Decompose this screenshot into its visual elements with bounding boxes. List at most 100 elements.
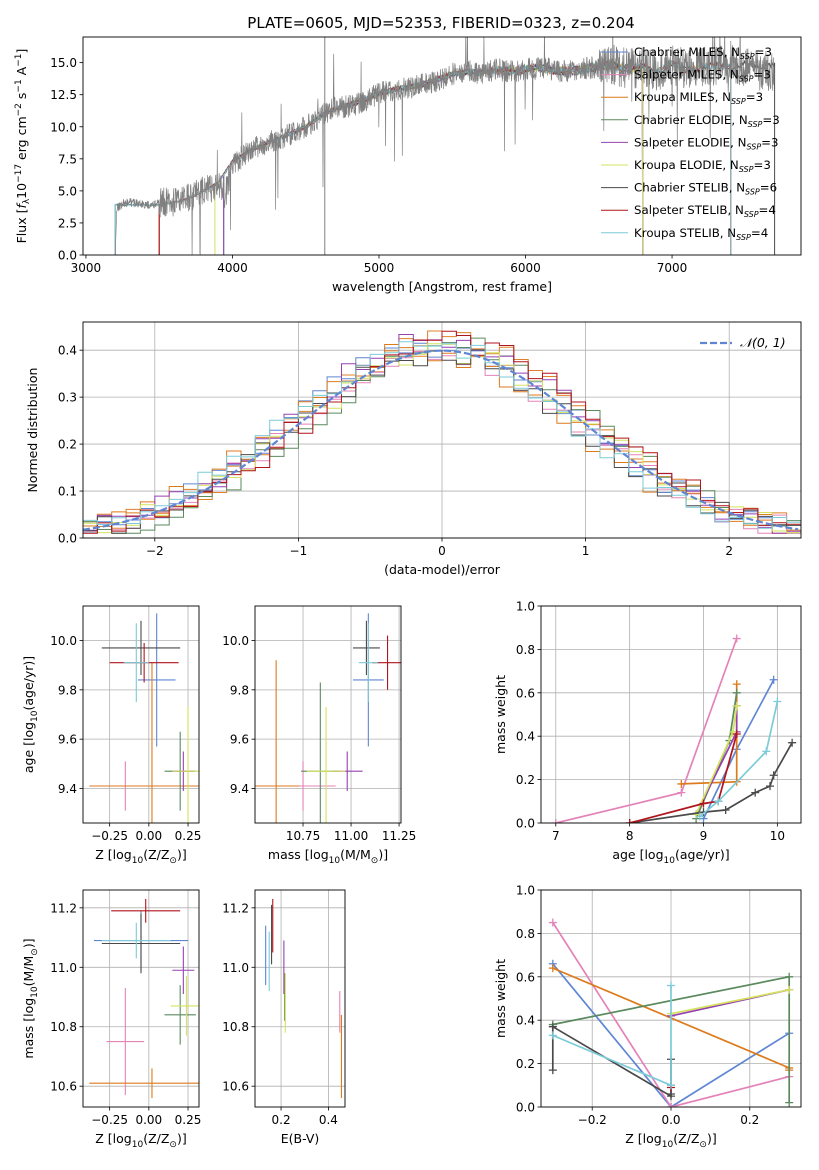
weight-line <box>629 733 738 823</box>
axes-frame <box>82 605 200 824</box>
legend-entry: Kroupa STELIB, NSSP=4 <box>634 226 768 242</box>
weight-marker <box>785 972 794 981</box>
x-tick-label: 4000 <box>217 261 248 275</box>
y-tick-label: 10.0 <box>50 120 77 134</box>
x-tick-label: 3000 <box>71 261 102 275</box>
axis-ticks: 7 8 9 10 0.0 0.2 0.4 0.6 0.8 1.0 <box>516 600 785 844</box>
weight-marker <box>551 819 560 823</box>
x-tick-label: 0 <box>438 544 446 558</box>
x-tick-label: 5000 <box>364 261 395 275</box>
y-tick-label: 10.6 <box>222 1080 249 1094</box>
residuals-panel: −2 −1 0 1 2 0.0 0.1 0.2 0.3 0.4 (data-model)/error… <box>25 321 802 577</box>
y-tick-label: 1.0 <box>516 884 535 898</box>
x-tick-label: −0.25 <box>91 1113 128 1127</box>
weight-marker <box>667 1081 675 1090</box>
x-tick-label: 10.75 <box>286 829 320 843</box>
errorbar-point <box>111 898 181 923</box>
weight-marker <box>785 985 794 994</box>
axes-frame <box>82 36 802 256</box>
model-spectrum-line <box>223 61 644 255</box>
y-tick-label: 12.5 <box>50 88 77 102</box>
normal-curve <box>83 349 799 531</box>
legend: 𝒩(0, 1) <box>700 335 786 350</box>
y-tick-label: 0.4 <box>516 1014 535 1028</box>
y-axis-label: age [log10​(age/yr)] <box>21 656 40 773</box>
x-axis-label: age [log10​(age/yr)] <box>612 847 729 866</box>
model-spectrum-line <box>223 61 644 255</box>
histogram-series <box>83 330 801 534</box>
plot-area <box>548 918 794 1107</box>
weight-marker <box>677 779 686 788</box>
x-tick-label: 11.00 <box>334 829 368 843</box>
x-tick-label: 7000 <box>657 261 688 275</box>
weight-series <box>551 634 741 823</box>
age-vs-mass-panel: 10.75 11.00 11.25 9.4 9.6 9.8 10.0 mass [log10​… <box>222 605 416 866</box>
mass-vs-ebv-panel: 0.2 0.4 10.6 10.8 11.0 11.2 E(B-V) <box>222 889 346 1146</box>
weight-marker <box>762 747 771 756</box>
x-tick-label: −0.25 <box>91 829 128 843</box>
legend-entry: Salpeter STELIB, NSSP=4 <box>634 203 776 219</box>
y-axis-label: Flux [fλ10−17 erg cm−2 s−1 A−1] <box>14 49 32 244</box>
weight-marker <box>732 688 741 697</box>
errorbar-point <box>123 623 149 703</box>
errorbar-point <box>170 976 199 1036</box>
y-tick-label: 10.6 <box>50 1080 77 1094</box>
axis-ticks: 3000 4000 5000 6000 7000 0.0 2.5 5.0 7.5 10.0 12.5… <box>50 56 687 275</box>
y-axis-label: mass [log10​(M/M⊙​)] <box>21 938 40 1058</box>
legend-entry: Chabrier ELODIE, NSSP=3 <box>634 113 780 129</box>
axes-frame <box>540 605 802 824</box>
weight-series <box>695 697 782 821</box>
x-tick-label: 1 <box>582 544 590 558</box>
axes-frame <box>540 889 802 1108</box>
weight-line <box>551 1025 672 1098</box>
y-tick-label: 9.8 <box>58 683 77 697</box>
y-tick-label: 0.8 <box>516 927 535 941</box>
x-axis-label: Z [log10​(Z/Z⊙​)] <box>95 847 186 866</box>
errorbar-point <box>172 707 199 823</box>
weight-marker <box>732 701 741 710</box>
errorbar-point <box>137 613 176 747</box>
plot-area <box>89 613 199 823</box>
y-tick-label: 0.6 <box>516 970 535 984</box>
y-tick-label: 10.8 <box>222 1020 249 1034</box>
plot-area <box>89 898 199 1099</box>
y-axis-label: mass weight <box>493 675 508 754</box>
y-tick-label: 10.8 <box>50 1020 77 1034</box>
x-tick-label: 8 <box>626 829 634 843</box>
weight-series <box>548 981 675 1090</box>
weight-marker <box>548 1031 557 1040</box>
weight-marker <box>714 797 723 806</box>
x-axis-label: Z [log10​(Z/Z⊙​)] <box>625 1131 716 1150</box>
plot-area <box>255 613 401 823</box>
axis-ticks: −2 −1 0 1 2 0.0 0.1 0.2 0.3 0.4 <box>58 344 733 558</box>
x-tick-label: 7 <box>552 829 560 843</box>
legend-entry: Chabrier STELIB, NSSP=6 <box>634 181 777 197</box>
weight-marker <box>667 981 675 990</box>
x-tick-label: 2 <box>725 544 733 558</box>
weight-marker <box>548 964 557 973</box>
y-tick-label: 0.3 <box>58 391 77 405</box>
weight-marker <box>677 788 686 797</box>
y-tick-label: 9.8 <box>230 683 249 697</box>
y-tick-label: 1.0 <box>516 600 535 614</box>
spectrum-panel: 3000 4000 5000 6000 7000 0.0 2.5 5.0 7.5 10.0 12.5… <box>14 36 802 294</box>
legend-entry: 𝒩(0, 1) <box>740 335 786 350</box>
x-tick-label: 6000 <box>510 261 541 275</box>
x-tick-label: 0.2 <box>272 1113 291 1127</box>
y-tick-label: 10.0 <box>50 634 77 648</box>
x-tick-label: 0.00 <box>135 829 162 843</box>
x-tick-label: 10 <box>770 829 785 843</box>
weight-marker <box>769 675 778 684</box>
weight-marker <box>625 819 634 823</box>
weight-series <box>667 985 794 1020</box>
errorbar-point <box>352 620 380 676</box>
errorbar-point <box>164 985 196 1045</box>
axis-ticks: −0.25 0.00 0.25 9.4 9.6 9.8 10.0 <box>50 634 201 843</box>
axes-frame <box>254 605 402 824</box>
weight-vs-metallicity-panel: −0.2 0.0 0.2 0.0 0.2 0.4 0.6 0.8 1.0 Z [log10​(Z/… <box>493 884 802 1150</box>
y-tick-label: 11.0 <box>50 961 77 975</box>
y-tick-label: 9.4 <box>230 782 249 796</box>
y-tick-label: 11.2 <box>50 901 77 915</box>
y-tick-label: 0.2 <box>516 1057 535 1071</box>
